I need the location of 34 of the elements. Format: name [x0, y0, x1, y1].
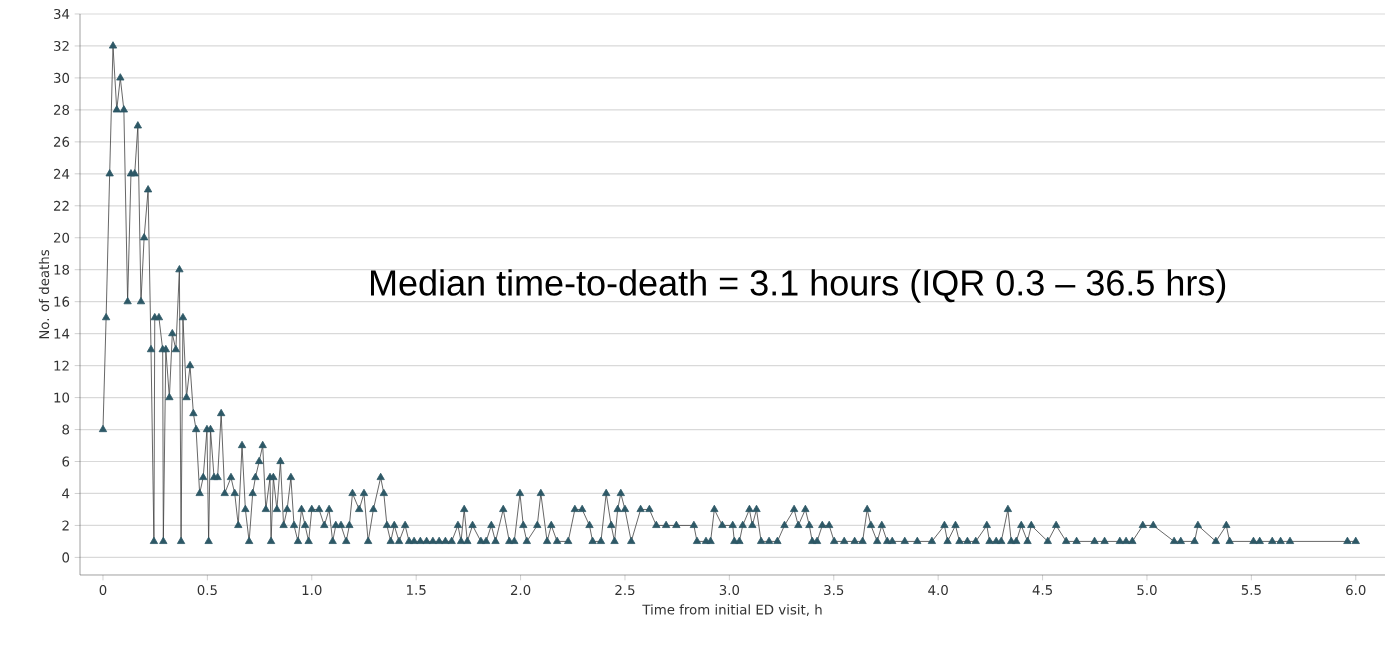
- y-tick-label: 4: [62, 488, 70, 499]
- x-tick-label: 3.0: [719, 585, 740, 596]
- y-tick-label: 10: [54, 392, 70, 403]
- x-tick-label: 3.5: [824, 585, 844, 596]
- y-tick-label: 2: [62, 520, 69, 531]
- y-tick-label: 12: [54, 360, 69, 371]
- x-tick-label: 1.5: [407, 585, 426, 595]
- y-tick-label: 34: [54, 8, 70, 20]
- x-tick-label: 5.0: [1137, 585, 1157, 596]
- x-tick-label: 5.5: [1241, 585, 1261, 595]
- x-tick-label: 6.0: [1346, 585, 1366, 596]
- y-tick-label: 0: [62, 552, 70, 563]
- y-tick-label: 32: [54, 40, 69, 51]
- y-tick-label: 22: [53, 200, 69, 211]
- x-tick-label: 0.5: [197, 585, 217, 596]
- y-tick-label: 18: [54, 264, 70, 275]
- y-tick-label: 30: [54, 72, 70, 83]
- y-tick-label: 24: [53, 168, 70, 179]
- y-tick-label: 28: [53, 104, 70, 115]
- y-tick-label: 16: [54, 296, 70, 307]
- x-tick-label: 2.0: [510, 585, 531, 596]
- x-tick-label: 1.0: [302, 585, 322, 596]
- x-tick-label: 0: [99, 585, 107, 596]
- x-tick-label: 2.5: [615, 585, 635, 596]
- x-tick-label: 4.0: [928, 585, 948, 596]
- y-axis-title: No. of deaths: [38, 249, 50, 339]
- x-tick-label: 4.5: [1032, 585, 1052, 595]
- y-tick-label: 20: [53, 232, 70, 243]
- annotation: Median time-to-death = 3.1 hours (IQR 0.3 – 36.5 hrs): [370, 269, 1226, 303]
- y-tick-label: 8: [62, 424, 70, 435]
- y-tick-label: 14: [54, 328, 70, 339]
- y-tick-label: 6: [62, 456, 70, 467]
- x-axis-title: Time from initial ED visit, h: [642, 604, 822, 616]
- y-tick-label: 26: [53, 136, 70, 147]
